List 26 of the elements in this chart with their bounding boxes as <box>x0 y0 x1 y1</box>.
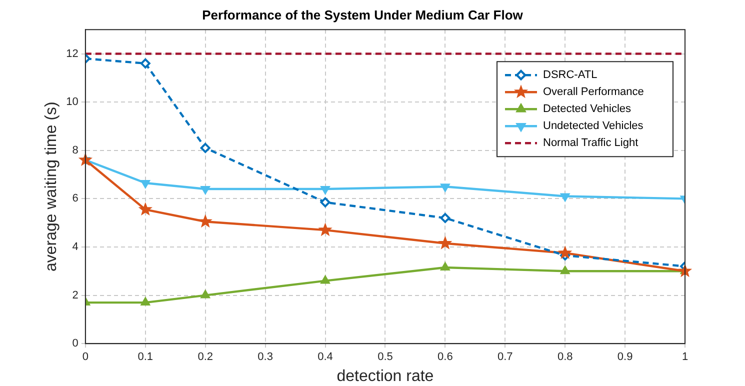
y-tick-label: 6 <box>72 192 78 205</box>
x-axis-title: detection rate <box>336 368 434 385</box>
y-tick-label: 10 <box>66 96 78 108</box>
legend-label: DSRC-ATL <box>543 69 598 82</box>
x-tick-label: 0.1 <box>138 351 154 364</box>
x-tick-label: 0.9 <box>617 351 633 364</box>
chart-title: Performance of the System Under Medium Car Flow <box>202 7 524 22</box>
legend-label: Normal Traffic Light <box>543 137 638 150</box>
legend-label: Undetected Vehicles <box>543 120 644 132</box>
x-tick-label: 0.7 <box>497 351 513 364</box>
y-tick-label: 0 <box>72 338 78 350</box>
legend-label: Detected Vehicles <box>543 103 632 116</box>
x-tick-label: 0.6 <box>438 351 453 364</box>
x-tick-label: 0.4 <box>318 351 333 364</box>
x-tick-label: 0.3 <box>258 351 273 364</box>
x-tick-label: 1 <box>682 351 688 364</box>
x-tick-label: 0 <box>82 351 88 364</box>
y-tick-label: 4 <box>72 241 78 254</box>
x-tick-label: 0.2 <box>198 351 213 364</box>
x-tick-label: 0.5 <box>378 351 393 364</box>
x-tick-label: 0.8 <box>557 351 573 364</box>
y-tick-label: 12 <box>66 48 78 60</box>
y-tick-label: 2 <box>72 289 78 302</box>
y-tick-label: 8 <box>72 144 78 156</box>
legend-label: Overall Performance <box>543 86 644 98</box>
y-axis-title: average waiting time (s) <box>43 102 60 272</box>
